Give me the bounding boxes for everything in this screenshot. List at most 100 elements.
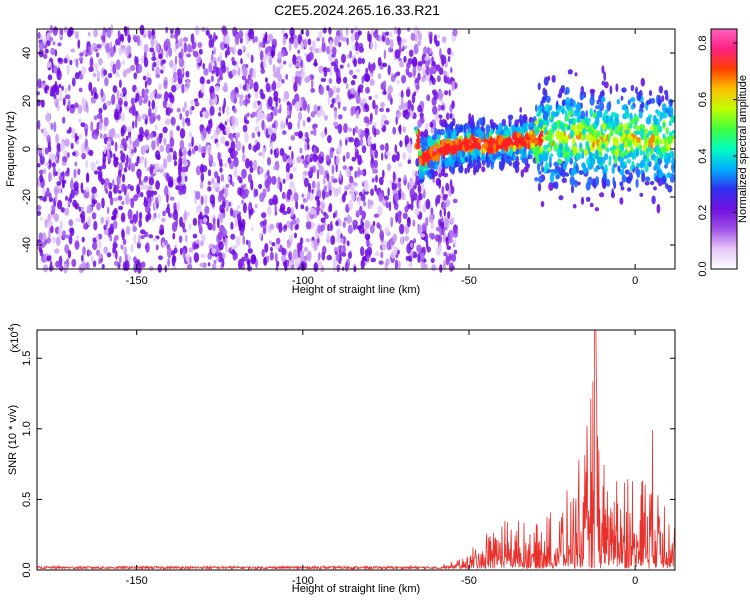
spectrogram-noise-blob [292, 54, 297, 66]
spectrogram-noise-blob [350, 87, 356, 95]
spectrogram-noise-blob [38, 169, 44, 175]
spectrogram-noise-blob [63, 150, 68, 156]
spectrogram-noise-blob [242, 66, 248, 77]
spectrogram-signal-blob [603, 81, 609, 89]
spectrogram-x-tick-label: -100 [292, 275, 314, 287]
spectrogram-noise-blob [194, 98, 199, 103]
spectrogram-signal-blob [615, 83, 619, 92]
spectrogram-signal-blob [588, 151, 593, 161]
spectrogram-noise-blob [303, 37, 308, 49]
spectrogram-noise-blob [223, 97, 226, 109]
spectrogram-noise-blob [74, 240, 80, 250]
spectrogram-noise-blob [261, 119, 265, 131]
spectrogram-noise-blob [41, 146, 45, 157]
spectrogram-signal-blob [632, 149, 637, 158]
spectrogram-noise-blob [396, 79, 400, 85]
spectrogram-signal-blob [543, 110, 549, 121]
spectrogram-noise-blob [317, 238, 320, 244]
spectrogram-noise-blob [173, 160, 178, 167]
spectrogram-noise-blob [139, 24, 145, 36]
spectrogram-noise-blob [335, 220, 339, 226]
spectrogram-noise-blob [342, 193, 346, 203]
spectrogram-noise-blob [443, 251, 448, 257]
spectrogram-noise-blob [114, 234, 119, 241]
spectrogram-noise-blob [46, 237, 51, 244]
spectrogram-noise-blob [216, 217, 220, 229]
spectrogram-noise-blob [278, 222, 283, 234]
spectrogram-noise-blob [78, 87, 83, 93]
spectrogram-noise-blob [357, 57, 363, 65]
spectrogram-noise-blob [48, 36, 54, 42]
spectrogram-noise-blob [217, 195, 222, 203]
spectrogram-noise-blob [276, 237, 281, 245]
spectrogram-noise-blob [229, 47, 235, 53]
spectrogram-noise-blob [155, 244, 159, 251]
spectrogram-x-axis: -150 -100 -50 0 [126, 29, 638, 287]
spectrogram-noise-blob [48, 158, 52, 168]
spectrogram-noise-blob [74, 31, 79, 40]
spectrogram-noise-blob [334, 109, 338, 120]
spectrogram-signal-blob [620, 170, 623, 176]
spectrogram-noise-blob [186, 121, 191, 127]
spectrogram-noise-blob [133, 146, 137, 153]
spectrogram-noise-blob [361, 98, 367, 104]
spectrogram-noise-blob [374, 40, 377, 51]
spectrogram-noise-blob [199, 181, 204, 189]
spectrogram-noise-blob [230, 134, 234, 142]
spectrogram-noise-blob [42, 197, 46, 202]
spectrogram-noise-blob [451, 80, 456, 92]
spectrogram-noise-blob [335, 156, 340, 166]
spectrogram-signal-blob [630, 84, 635, 92]
spectrogram-noise-blob [252, 145, 256, 152]
spectrogram-noise-blob [224, 236, 228, 248]
spectrogram-noise-blob [265, 77, 268, 83]
spectrogram-noise-blob [303, 198, 306, 203]
spectrogram-signal-blob [436, 152, 440, 162]
spectrogram-noise-blob [267, 125, 273, 136]
spectrogram-noise-blob [124, 94, 128, 102]
spectrogram-noise-blob [357, 30, 362, 36]
spectrogram-noise-blob [277, 176, 281, 185]
spectrogram-signal-blob [598, 141, 603, 146]
spectrogram-noise-blob [234, 116, 239, 127]
spectrogram-noise-blob [252, 159, 258, 171]
spectrogram-signal-blob [589, 202, 594, 208]
spectrogram-noise-blob [363, 200, 367, 207]
spectrogram-noise-blob [421, 76, 426, 83]
spectrogram-noise-blob [134, 118, 138, 129]
spectrogram-noise-blob [43, 53, 48, 60]
spectrogram-noise-blob [447, 211, 451, 219]
spectrogram-noise-blob [217, 213, 223, 221]
spectrogram-noise-blob [210, 135, 214, 140]
spectrogram-signal-blob [553, 161, 559, 167]
spectrogram-noise-blob [445, 236, 449, 243]
spectrogram-noise-blob [364, 190, 369, 195]
spectrogram-noise-blob [146, 189, 152, 198]
spectrogram-noise-blob [378, 260, 384, 265]
spectrogram-noise-blob [100, 88, 104, 98]
spectrogram-noise-blob [302, 64, 305, 72]
spectrogram-noise-blob [143, 57, 149, 68]
spectrogram-noise-blob [221, 64, 227, 74]
spectrogram-noise-blob [295, 70, 300, 77]
snr-background [37, 330, 675, 570]
spectrogram-noise-blob [237, 48, 243, 56]
spectrogram-noise-blob [96, 202, 101, 211]
spectrogram-signal-blob [522, 128, 527, 133]
spectrogram-noise-blob [136, 155, 140, 162]
spectrogram-noise-blob [169, 196, 175, 201]
spectrogram-noise-blob [355, 210, 360, 218]
spectrogram-noise-blob [382, 80, 387, 86]
spectrogram-signal-blob [573, 160, 577, 167]
spectrogram-noise-blob [140, 181, 144, 186]
spectrogram-noise-blob [93, 28, 98, 38]
spectrogram-noise-blob [417, 119, 422, 128]
spectrogram-noise-blob [142, 75, 147, 81]
spectrogram-noise-blob [274, 211, 278, 216]
spectrogram-signal-blob [658, 85, 664, 94]
spectrogram-noise-blob [286, 191, 290, 200]
spectrogram-noise-blob [211, 75, 215, 83]
spectrogram-noise-blob [64, 94, 71, 100]
spectrogram-noise-blob [129, 219, 134, 224]
spectrogram-noise-blob [206, 144, 212, 155]
